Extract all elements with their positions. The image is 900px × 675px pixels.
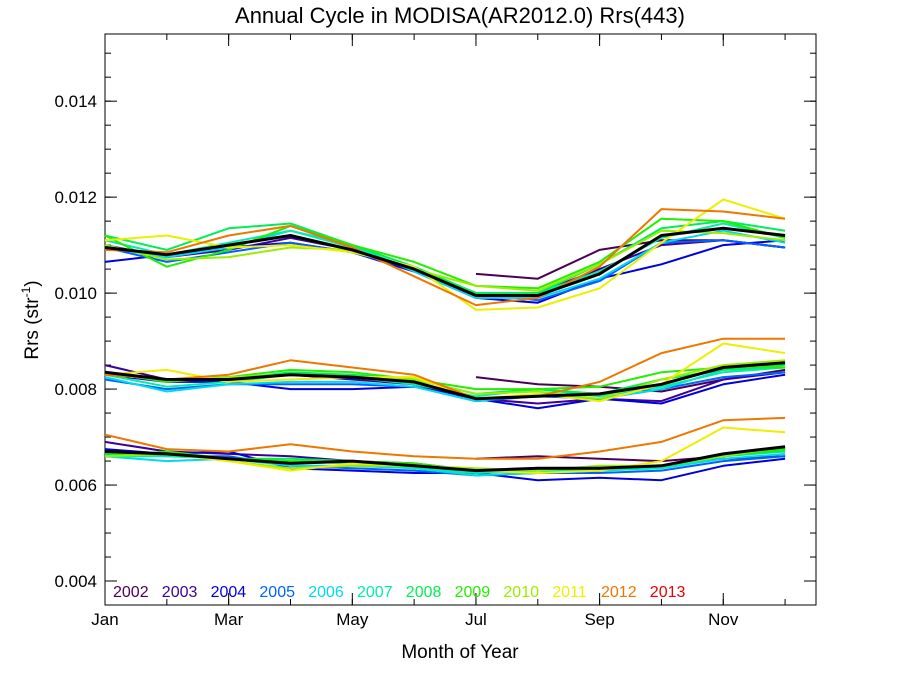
legend: 2002 2003 2004 2005 2006 2007 2008 2009 2010 2011… — [113, 584, 685, 601]
legend-entry-2004: 2004 — [211, 584, 247, 601]
y-tick-label: 0.012 — [54, 188, 97, 207]
legend-entry-2011: 2011 — [552, 584, 587, 601]
legend-entry-2002: 2002 — [113, 584, 149, 601]
series-line-2010-upper — [104, 229, 786, 292]
y-tick-label: 0.004 — [54, 572, 97, 591]
x-axis: Jan Mar May Jul Sep Nov — [91, 34, 786, 629]
chart-title: Annual Cycle in MODISA(AR2012.0) Rrs(443… — [235, 3, 685, 28]
series-line-2008-upper — [104, 220, 786, 295]
plot-frame — [104, 33, 817, 606]
series-line-2012-upper — [104, 208, 786, 307]
series-line-2012-middle — [104, 337, 786, 400]
legend-entry-2010: 2010 — [503, 584, 539, 601]
y-axis-label-superscript: -1 — [19, 286, 33, 297]
legend-entry-2005: 2005 — [259, 584, 295, 601]
legend-entry-2009: 2009 — [455, 584, 491, 601]
series-line-2006-middle — [104, 366, 786, 403]
series-line-2009-upper — [104, 217, 786, 290]
legend-entry-2012: 2012 — [601, 584, 637, 601]
legend-entry-2003: 2003 — [162, 584, 198, 601]
x-axis-label: Month of Year — [401, 642, 519, 663]
y-tick-label: 0.010 — [54, 284, 97, 303]
x-tick-label: Jul — [465, 610, 487, 629]
series-line-2012-lower — [104, 416, 786, 460]
y-tick-label: 0.014 — [54, 92, 97, 111]
legend-entry-2007: 2007 — [357, 584, 393, 601]
x-tick-label: Jan — [91, 610, 118, 629]
y-axis-label-close: ) — [22, 280, 43, 286]
legend-entry-2006: 2006 — [308, 584, 344, 601]
y-tick-label: 0.008 — [54, 380, 97, 399]
x-tick-label: May — [336, 610, 369, 629]
x-tick-label: Sep — [584, 610, 614, 629]
y-axis-label: Rrs (str-1) — [19, 280, 43, 359]
series-layer — [104, 198, 786, 482]
mean-line-upper — [104, 226, 786, 297]
y-axis: 0.004 0.006 0.008 0.010 0.012 0.014 — [54, 52, 816, 606]
series-line-2006-upper — [104, 229, 786, 299]
mean-line-middle — [104, 361, 786, 401]
x-tick-label: Nov — [708, 610, 739, 629]
y-tick-label: 0.006 — [54, 476, 97, 495]
mean-line-lower — [104, 445, 786, 473]
legend-entry-2013: 2013 — [650, 584, 686, 601]
x-tick-label: Mar — [214, 610, 244, 629]
y-axis-label-main: Rrs (str — [22, 297, 43, 360]
series-line-2005-lower — [104, 452, 786, 477]
legend-entry-2008: 2008 — [406, 584, 442, 601]
